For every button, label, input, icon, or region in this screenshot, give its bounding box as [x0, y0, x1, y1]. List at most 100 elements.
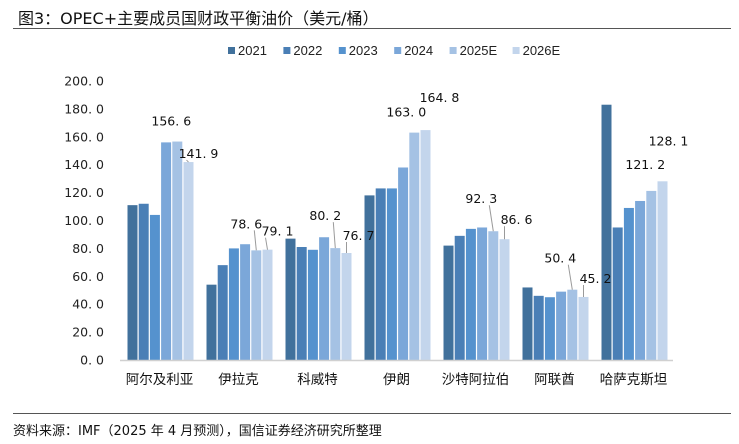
- legend-swatch-2022: [283, 47, 291, 54]
- data-label: 79. 1: [262, 224, 294, 239]
- legend-swatch-2024: [394, 47, 402, 54]
- y-axis: 0. 0 20. 0 40. 0 60. 0 80. 0 100. 0 120. 0 140.…: [64, 74, 104, 368]
- bar-2023-5: [544, 297, 555, 360]
- bar-2026E-3: [420, 130, 431, 360]
- bar-2025E-1: [251, 250, 262, 360]
- data-label: 128. 1: [649, 133, 689, 148]
- bar-2026E-4: [499, 239, 510, 360]
- x-category-label: 阿尔及利亚: [126, 372, 194, 388]
- bar-2026E-1: [262, 249, 273, 360]
- data-label: 141. 9: [179, 146, 219, 161]
- x-category-label: 哈萨克斯坦: [600, 372, 668, 388]
- bar-2026E-6: [657, 181, 668, 360]
- bar-2025E-5: [567, 289, 578, 360]
- bars: [127, 104, 668, 360]
- legend-label-2025E: 2025E: [460, 43, 498, 58]
- bar-2025E-2: [330, 248, 341, 360]
- bar-2024-0: [161, 142, 172, 360]
- bar-2021-5: [522, 287, 533, 360]
- bar-2023-3: [386, 188, 397, 360]
- bar-2022-0: [138, 203, 149, 360]
- y-tick-label: 20. 0: [72, 325, 104, 340]
- bar-2021-1: [206, 284, 217, 360]
- data-label: 86. 6: [501, 212, 533, 227]
- bar-2022-4: [454, 235, 465, 360]
- title-divider: [13, 28, 731, 29]
- y-tick-label: 180. 0: [64, 101, 104, 116]
- data-label-leader: [253, 230, 257, 251]
- bar-2025E-3: [409, 132, 420, 360]
- source-note: 资料来源：IMF（2025 年 4 月预测），国信证券经济研究所整理: [13, 424, 382, 439]
- bar-2023-2: [307, 249, 318, 360]
- data-label-leader: [567, 264, 573, 290]
- y-tick-label: 80. 0: [72, 241, 104, 256]
- legend-swatch-2025E: [449, 47, 457, 54]
- bar-2026E-2: [341, 253, 352, 360]
- legend-label-2026E: 2026E: [523, 43, 561, 58]
- data-label-leader: [332, 222, 336, 249]
- data-label: 163. 0: [386, 105, 426, 120]
- data-label: 80. 2: [309, 208, 341, 223]
- y-tick-label: 40. 0: [72, 297, 104, 312]
- bar-2022-1: [217, 265, 228, 360]
- bar-2021-2: [285, 238, 296, 360]
- bar-2025E-0: [172, 141, 183, 360]
- bar-2024-4: [477, 227, 488, 360]
- y-tick-label: 200. 0: [64, 74, 104, 89]
- data-label-leader: [265, 237, 268, 250]
- y-tick-label: 60. 0: [72, 269, 104, 284]
- bar-2021-0: [127, 205, 138, 360]
- x-category-label: 伊拉克: [218, 372, 259, 388]
- bar-2022-3: [375, 188, 386, 360]
- chart-title: 图3：OPEC+主要成员国财政平衡油价（美元/桶）: [18, 9, 379, 28]
- legend-swatch-2021: [228, 47, 235, 54]
- legend-swatch-2023: [338, 47, 346, 54]
- bar-2023-1: [228, 248, 239, 360]
- legend: 2021 2022 2023 2024 2025E 2026E: [228, 43, 561, 58]
- bar-2024-3: [398, 167, 409, 360]
- data-label-leader: [186, 159, 189, 163]
- legend-label-2021: 2021: [238, 43, 267, 58]
- x-category-label: 伊朗: [383, 372, 410, 388]
- bar-2021-3: [364, 195, 375, 360]
- data-label: 92. 3: [465, 191, 497, 206]
- bar-2022-5: [533, 295, 544, 360]
- legend-swatch-2026E: [512, 47, 520, 54]
- bar-2023-0: [149, 214, 160, 360]
- bar-2024-2: [319, 237, 330, 360]
- data-label: 78. 6: [230, 216, 262, 231]
- bar-2022-6: [612, 227, 623, 360]
- x-category-label: 沙特阿拉伯: [442, 372, 510, 388]
- source-divider: [13, 413, 731, 414]
- data-label: 50. 4: [544, 251, 576, 266]
- data-label: 164. 8: [420, 90, 460, 105]
- x-category-label: 阿联酋: [534, 371, 575, 388]
- data-label: 121. 2: [625, 157, 665, 172]
- bar-2024-1: [240, 244, 251, 360]
- bar-2024-5: [556, 291, 567, 360]
- x-axis: 阿尔及利亚 伊拉克 科威特 伊朗 沙特阿拉伯 阿联酋 哈萨克斯坦: [126, 371, 668, 388]
- y-tick-label: 120. 0: [64, 185, 104, 200]
- bar-2025E-6: [646, 190, 657, 360]
- data-label: 45. 2: [580, 271, 612, 286]
- bar-2024-6: [635, 200, 646, 360]
- bar-2025E-4: [488, 231, 499, 360]
- y-tick-label: 100. 0: [64, 213, 104, 228]
- y-tick-label: 160. 0: [64, 129, 104, 144]
- data-label-leader: [488, 205, 494, 232]
- bar-2026E-0: [183, 162, 194, 360]
- x-category-label: 科威特: [297, 372, 338, 388]
- bar-2021-6: [601, 104, 612, 360]
- bar-2026E-5: [578, 296, 589, 360]
- data-label: 76. 7: [343, 228, 375, 243]
- legend-label-2022: 2022: [293, 43, 322, 58]
- y-tick-label: 0. 0: [80, 353, 104, 368]
- bar-2021-4: [443, 245, 454, 360]
- bar-2022-2: [296, 247, 307, 360]
- data-label: 156. 6: [151, 114, 191, 129]
- legend-label-2024: 2024: [404, 43, 433, 58]
- legend-label-2023: 2023: [349, 43, 378, 58]
- data-labels: 156. 6 141. 9 78. 6 79. 1 80. 276. 7 163. 016…: [151, 90, 688, 297]
- bar-2023-6: [623, 207, 634, 360]
